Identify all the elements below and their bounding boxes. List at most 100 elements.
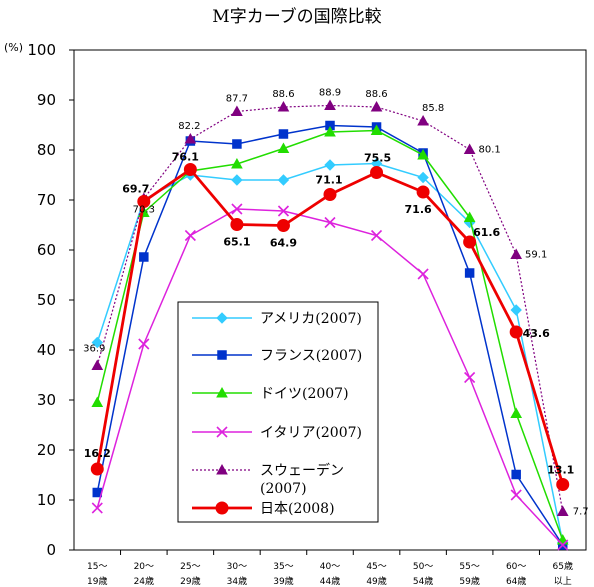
x-tick-label: 60～ [506, 562, 526, 572]
data-point [231, 105, 243, 116]
japan-data-label: 43.6 [523, 327, 550, 340]
data-point [324, 216, 336, 229]
x-tick-label: 25～ [180, 562, 200, 572]
x-tick-label: 59歳 [459, 575, 479, 587]
x-stroke [510, 489, 522, 501]
y-axis-unit-label: (%) [4, 41, 23, 54]
x-tick-label: 40～ [320, 562, 340, 572]
x-tick-label: 34歳 [227, 575, 247, 587]
legend-swatch-marker [216, 426, 228, 438]
data-point [184, 229, 196, 242]
data-point [416, 185, 430, 199]
japan-data-label: 64.9 [270, 237, 297, 250]
x-stroke [324, 216, 336, 229]
data-point [510, 489, 522, 501]
y-tick-label: 90 [37, 91, 56, 109]
data-point [91, 396, 104, 407]
data-point [138, 338, 150, 350]
data-point [324, 99, 336, 110]
japan-data-label: 75.5 [364, 152, 391, 165]
sweden-data-label: 82.2 [178, 121, 200, 132]
x-tick-label: 39歳 [273, 575, 293, 587]
data-point [91, 336, 103, 349]
sweden-data-label: 85.8 [422, 103, 444, 114]
legend-item: ドイツ(2007) [192, 386, 349, 402]
x-stroke [91, 502, 103, 514]
data-point [463, 211, 476, 222]
axes: 0 10 20 30 40 50 60 70 80 90 100 15～ 19歳 20～ 24歳 25～ 29歳… [27, 41, 587, 587]
sweden-data-label: 7.7 [573, 507, 589, 518]
data-point [510, 304, 522, 316]
legend-item: イタリア(2007) [192, 425, 362, 441]
japan-data-label: 65.1 [223, 236, 250, 249]
sweden-data-label: 88.6 [365, 89, 387, 100]
data-point [557, 539, 569, 551]
x-tick-label: 30～ [227, 562, 247, 572]
data-point [139, 252, 149, 262]
legend-item: スウェーデン (2007) [192, 462, 344, 497]
data-point [370, 100, 383, 112]
japan-data-label: 13.1 [547, 464, 574, 477]
data-point [323, 188, 337, 201]
data-point [464, 371, 476, 384]
legend-item: 日本(2008) [192, 501, 335, 517]
data-point [417, 171, 429, 184]
legend-swatch-marker [216, 312, 228, 324]
data-point [417, 268, 429, 280]
data-point [509, 325, 523, 339]
sweden-data-label: 36.9 [83, 344, 105, 355]
data-point [230, 218, 244, 231]
data-point [370, 229, 383, 242]
x-stroke [417, 268, 429, 280]
legend-item: フランス(2007) [192, 348, 362, 364]
japan-data-label: 69.7 [122, 183, 149, 196]
data-point [277, 174, 290, 186]
data-point [370, 124, 383, 135]
x-stroke [231, 203, 243, 215]
data-point [277, 142, 290, 153]
data-point [278, 129, 289, 139]
y-tick-label: 70 [37, 191, 56, 209]
data-point [91, 359, 104, 370]
x-tick-label: 50～ [413, 562, 433, 572]
legend-label: 日本(2008) [260, 501, 335, 517]
data-point [556, 505, 569, 516]
sweden-data-label: 80.1 [479, 145, 501, 156]
legend-swatch-marker [215, 501, 229, 515]
x-tick-label: 20～ [134, 562, 154, 572]
data-point [183, 163, 197, 176]
sweden-data-label: 88.9 [319, 88, 341, 99]
japan-data-label: 76.1 [172, 151, 199, 164]
y-tick-label: 100 [27, 41, 56, 59]
x-stroke [370, 229, 383, 242]
x-tick-label: 24歳 [134, 575, 154, 587]
x-tick-label: 15～ [87, 562, 107, 572]
data-point [511, 469, 521, 480]
japan-data-label: 61.6 [473, 226, 500, 239]
x-stroke [138, 338, 150, 350]
data-point [510, 407, 523, 418]
x-tick-label: 55～ [459, 562, 479, 572]
x-tick-label: 54歳 [413, 575, 433, 587]
legend-box [177, 301, 379, 523]
x-tick-label: 65歳 [553, 560, 573, 572]
x-stroke [277, 205, 290, 217]
y-tick-label: 80 [37, 141, 56, 159]
sweden-data-label: 70.3 [133, 205, 155, 216]
legend-label: イタリア(2007) [260, 425, 362, 441]
x-tick-label: 44歳 [320, 575, 340, 587]
data-point [232, 139, 242, 149]
y-tick-label: 40 [37, 341, 56, 359]
y-tick-label: 20 [37, 441, 56, 459]
sweden-data-label: 88.6 [272, 89, 294, 100]
data-point [231, 157, 243, 169]
data-point [324, 125, 336, 137]
data-point [463, 235, 477, 249]
data-point [324, 159, 336, 171]
data-point [277, 205, 290, 217]
y-tick-label: 10 [37, 491, 56, 509]
x-stroke [557, 539, 569, 551]
data-point [137, 195, 151, 208]
legend-label: ドイツ(2007) [260, 386, 349, 402]
